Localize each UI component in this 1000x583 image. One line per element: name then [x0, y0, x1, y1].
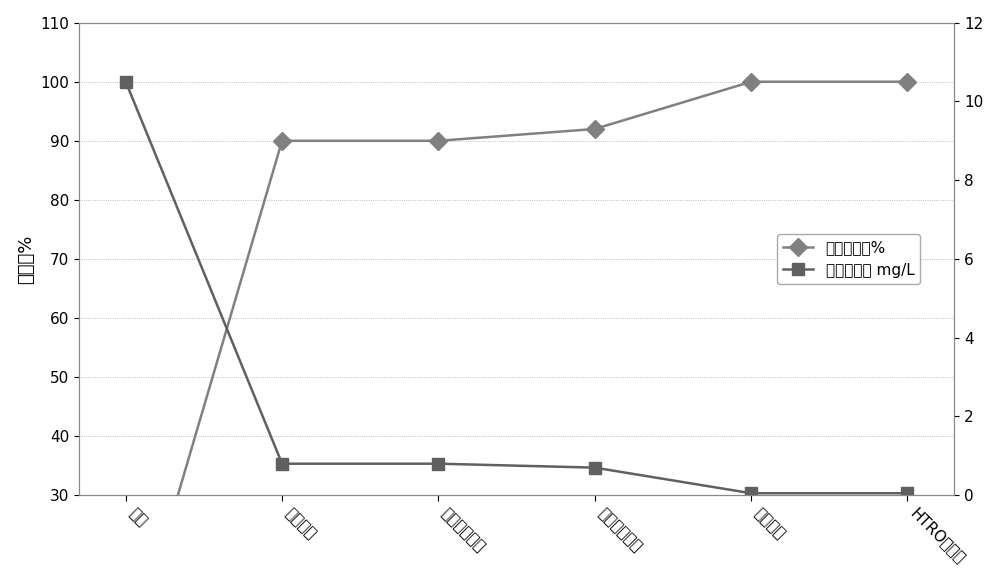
单元含油量 mg/L [432, 460, 444, 467]
单元含油量 mg/L [745, 490, 757, 497]
累积去除率% [589, 125, 601, 132]
Line: 单元含油量 mg/L: 单元含油量 mg/L [119, 75, 914, 500]
累积去除率% [432, 138, 444, 145]
累积去除率% [745, 78, 757, 85]
单元含油量 mg/L [901, 490, 913, 497]
Line: 累积去除率%: 累积去除率% [119, 75, 914, 583]
单元含油量 mg/L [120, 78, 132, 85]
单元含油量 mg/L [589, 464, 601, 471]
单元含油量 mg/L [276, 460, 288, 467]
Y-axis label: 去除率%: 去除率% [17, 234, 35, 283]
累积去除率% [901, 78, 913, 85]
Legend: 累积去除率%, 单元含油量 mg/L: 累积去除率%, 单元含油量 mg/L [777, 234, 920, 284]
累积去除率% [276, 138, 288, 145]
